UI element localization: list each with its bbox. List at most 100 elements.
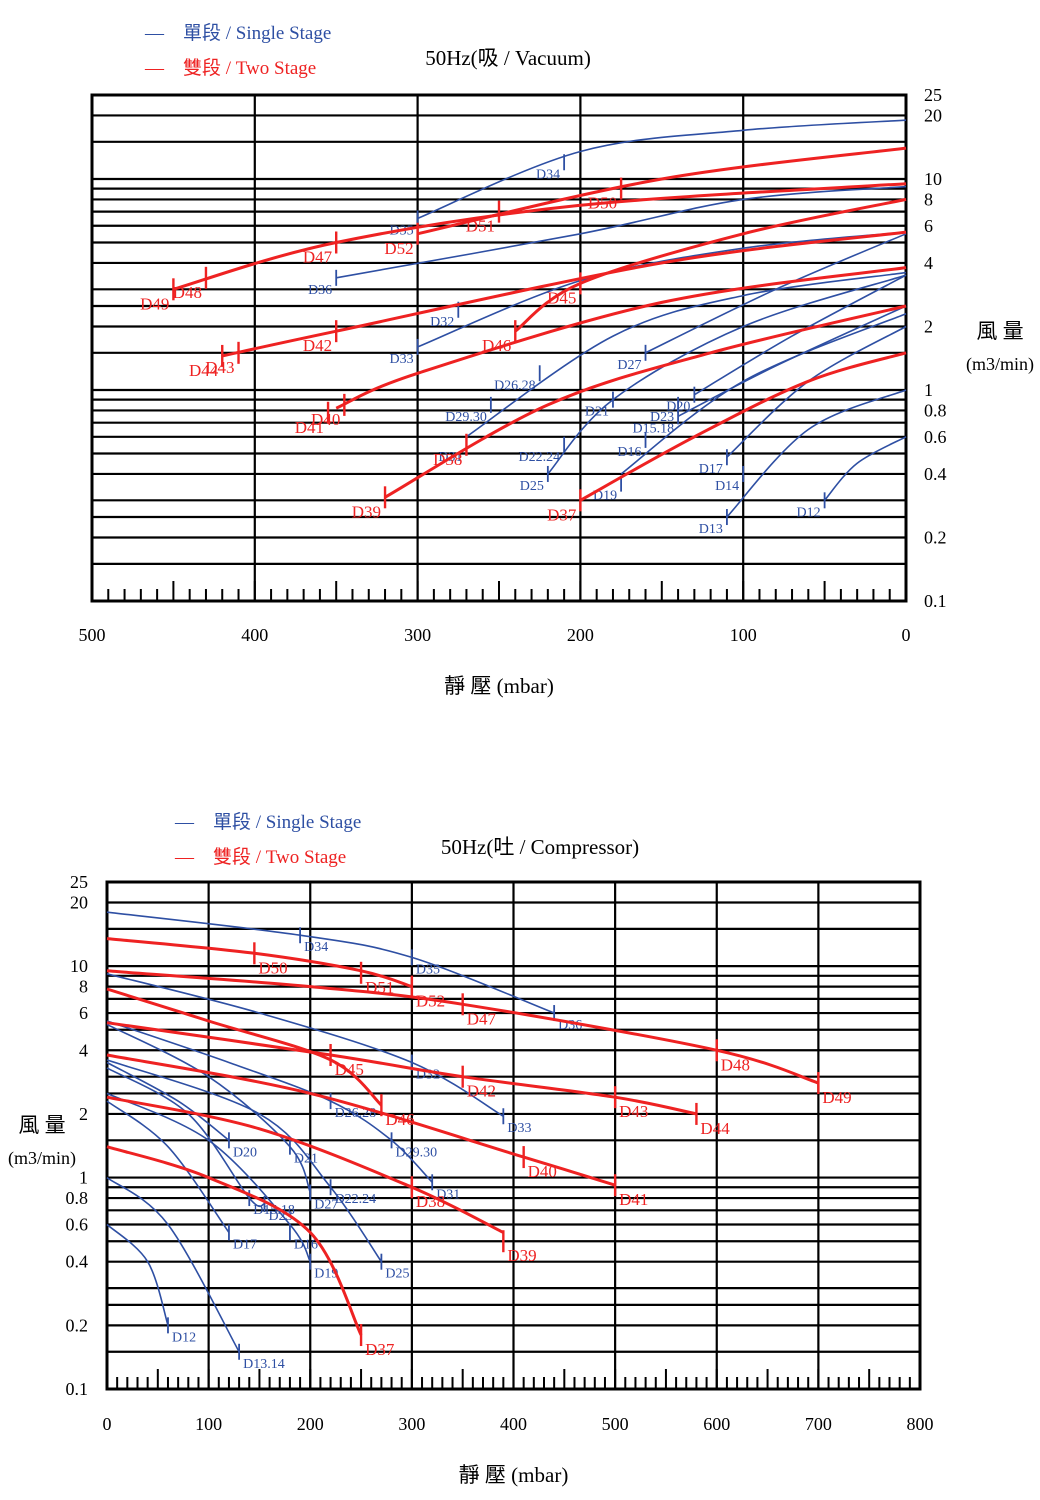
- y-tick-label: 0.6: [924, 427, 947, 447]
- x-tick-label: 500: [79, 625, 106, 645]
- x-tick-label: 0: [103, 1414, 112, 1434]
- x-axis-label: 靜 壓 (mbar): [444, 674, 554, 698]
- series-label: D27: [617, 358, 641, 373]
- y-tick-label: 0.8: [924, 400, 947, 420]
- y-axis-unit: (m3/min): [966, 354, 1034, 375]
- y-tick-label: 4: [924, 253, 933, 273]
- series-label: D14: [715, 479, 739, 494]
- series-d34: D34: [417, 119, 907, 220]
- series-line: [693, 274, 907, 396]
- series-line: [106, 973, 504, 1117]
- series-line: [106, 1021, 697, 1116]
- series-d12: D12: [106, 1223, 196, 1345]
- y-axis-label: 風 量: [18, 1113, 65, 1137]
- series-line: [106, 987, 383, 1107]
- series-label: D26.28: [494, 378, 536, 393]
- y-tick-label: 20: [924, 105, 942, 125]
- y-tick-label: 10: [924, 169, 942, 189]
- y-tick-label: 20: [70, 892, 88, 912]
- series-label: D22.24: [335, 1192, 377, 1207]
- series-line: [106, 1092, 312, 1263]
- series-label: D35: [416, 962, 440, 977]
- legend-entry: 單段 / Single Stage: [183, 22, 331, 44]
- legend-mark: —: [144, 58, 165, 79]
- series-label: D52: [416, 992, 445, 1011]
- series-label: D33: [389, 352, 413, 367]
- series-label: D45: [335, 1060, 364, 1079]
- y-tick-label: 0.2: [924, 527, 947, 547]
- series-line: [823, 436, 907, 501]
- y-tick-label: 0.4: [66, 1252, 89, 1272]
- series-label: D12: [796, 505, 820, 520]
- series-label: D20: [233, 1145, 257, 1160]
- x-tick-label: 600: [703, 1414, 730, 1434]
- legend-entry: 雙段 / Two Stage: [183, 57, 316, 79]
- series-d40-d41: D40 D41: [106, 1053, 648, 1209]
- series-label: D15.18: [632, 421, 674, 436]
- series-label: D44: [700, 1119, 730, 1138]
- series-label: D29.30: [396, 1145, 438, 1160]
- x-tick-label: 300: [398, 1414, 425, 1434]
- x-tick-label: 100: [195, 1414, 222, 1434]
- series-label: D38: [433, 450, 462, 469]
- series-label: D17: [233, 1237, 257, 1252]
- x-tick-label: 700: [805, 1414, 832, 1434]
- series-line: [221, 230, 907, 358]
- chart-2: 0 100 200 300 400 500 600 700 800 0.1 0.2 0.4 0.6 0.8…: [8, 811, 934, 1487]
- series-line: [106, 1176, 240, 1353]
- series-line: [547, 274, 907, 475]
- legend-entry: 雙段 / Two Stage: [213, 846, 346, 868]
- x-tick-label: 500: [602, 1414, 629, 1434]
- series-label: D23: [650, 410, 674, 425]
- series-label: D25: [385, 1267, 409, 1282]
- y-tick-label: 0.1: [66, 1379, 89, 1399]
- y-tick-label: 4: [79, 1040, 88, 1060]
- y-tick-label: 8: [79, 977, 88, 997]
- y-tick-label: 0.4: [924, 464, 947, 484]
- series-line: [514, 197, 907, 333]
- series-label: D50: [258, 958, 287, 977]
- series-label: D27: [314, 1197, 338, 1212]
- series-label: D29.30: [445, 410, 487, 425]
- y-tick-label: 1: [79, 1168, 88, 1188]
- series-label: D40: [311, 410, 340, 429]
- series-label: D48: [721, 1055, 750, 1074]
- series-label: D45: [547, 288, 576, 307]
- series-d20: D20: [106, 1061, 257, 1160]
- series-label: D38: [416, 1192, 445, 1211]
- series-d12: D12: [796, 436, 907, 520]
- series-label: D42: [303, 336, 332, 355]
- chart-title: 50Hz(吸 / Vacuum): [425, 46, 591, 70]
- series-label: D47: [303, 247, 333, 266]
- series-label: D42: [467, 1082, 496, 1101]
- x-tick-label: 100: [730, 625, 757, 645]
- series-label: D43: [619, 1102, 648, 1121]
- series-line: [465, 271, 907, 438]
- y-tick-label: 0.6: [66, 1214, 89, 1234]
- y-axis-label: 風 量: [976, 319, 1023, 343]
- series-label: D48: [173, 283, 202, 302]
- series-d27: D27: [617, 233, 907, 373]
- y-tick-label: 25: [70, 872, 88, 892]
- series-label: D40: [528, 1162, 557, 1181]
- series-d13-d14: D14 D13: [699, 389, 907, 537]
- series-label: D41: [619, 1190, 648, 1209]
- series-label: D52: [384, 239, 413, 258]
- series-d16-d19: D16 D19: [593, 312, 907, 504]
- y-tick-label: 6: [924, 216, 933, 236]
- series-line: [336, 185, 907, 279]
- series-label: D13.14: [243, 1357, 285, 1372]
- series-label: D43: [205, 358, 234, 377]
- series-d38-d39: D38 D39: [352, 304, 907, 521]
- chart-title: 50Hz(吐 / Compressor): [441, 835, 639, 859]
- series-label: D39: [507, 1246, 536, 1265]
- series-line: [417, 231, 907, 348]
- y-tick-label: 6: [79, 1003, 88, 1023]
- legend-entry: 單段 / Single Stage: [213, 811, 361, 833]
- series-line: [106, 1100, 230, 1233]
- y-tick-label: 10: [70, 956, 88, 976]
